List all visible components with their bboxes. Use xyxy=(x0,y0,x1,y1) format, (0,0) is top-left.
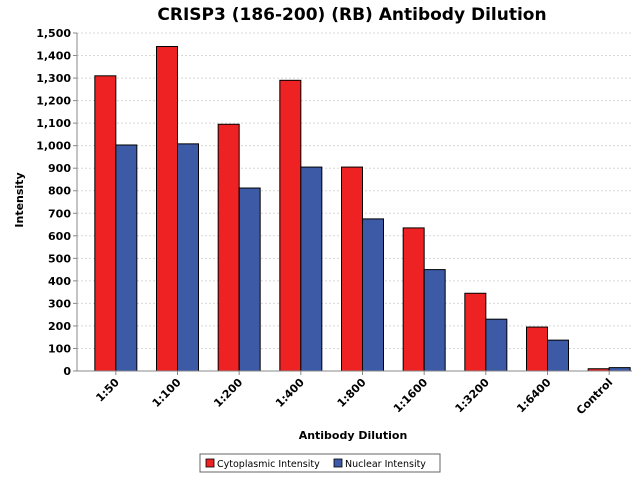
bar-nuclear-3 xyxy=(300,166,323,372)
x-tick-label: 1:6400 xyxy=(514,376,554,416)
y-tick-label: 900 xyxy=(48,162,71,175)
y-tick-label: 1,200 xyxy=(36,95,71,108)
x-tick-label: 1:1600 xyxy=(391,376,431,416)
y-tick-label: 600 xyxy=(48,230,71,243)
x-tick-label: Control xyxy=(574,376,615,417)
y-tick-label: 400 xyxy=(48,275,71,288)
y-axis-label: Intensity xyxy=(13,172,26,227)
legend-label-nuclear: Nuclear Intensity xyxy=(345,459,426,470)
x-tick-label: 1:3200 xyxy=(453,376,493,416)
bar-nuclear-4 xyxy=(362,218,384,372)
bar-nuclear-6 xyxy=(485,318,508,372)
x-tick-label: 1:100 xyxy=(150,376,184,410)
bar-cytoplasmic-7 xyxy=(526,326,548,372)
bar-nuclear-2 xyxy=(238,187,261,372)
chart-title: CRISP3 (186-200) (RB) Antibody Dilution xyxy=(157,5,546,25)
bar-cytoplasmic-3 xyxy=(279,79,302,372)
x-tick-label: 1:50 xyxy=(93,376,122,405)
bar-cytoplasmic-0 xyxy=(94,75,117,372)
y-tick-label: 1,100 xyxy=(36,117,71,130)
bar-nuclear-1 xyxy=(177,143,199,372)
y-tick-label: 1,500 xyxy=(36,27,71,40)
y-tick-label: 800 xyxy=(48,185,71,198)
y-tick-label: 0 xyxy=(63,365,71,378)
y-tick-labels: 0 100 200 300 400 500 600 700 800 900 1,000 1,100 1,… xyxy=(36,27,71,378)
bar-nuclear-0 xyxy=(115,144,138,372)
legend: Cytoplasmic Intensity Nuclear Intensity xyxy=(199,453,441,473)
y-tick-label: 100 xyxy=(48,342,71,355)
y-tick-label: 1,300 xyxy=(36,72,71,85)
bar-cytoplasmic-1 xyxy=(156,46,178,372)
x-tick-labels: 1:50 1:100 1:200 1:400 1:800 1:1600 1:3200 1:64… xyxy=(93,376,615,418)
bar-cytoplasmic-4 xyxy=(341,166,363,372)
bar-cytoplasmic-5 xyxy=(402,227,425,372)
bar-cytoplasmic-2 xyxy=(217,123,240,372)
y-tick-label: 300 xyxy=(48,297,71,310)
x-tick-label: 1:400 xyxy=(273,376,307,410)
bar-nuclear-8 xyxy=(608,367,631,372)
y-tick-label: 700 xyxy=(48,207,71,220)
y-tick-label: 200 xyxy=(48,320,71,333)
bar-nuclear-7 xyxy=(547,339,569,372)
bar-nuclear-5 xyxy=(423,269,446,372)
bar-cytoplasmic-6 xyxy=(464,292,487,372)
axes xyxy=(73,32,632,375)
y-tick-label: 1,000 xyxy=(36,140,71,153)
y-tick-label: 500 xyxy=(48,252,71,265)
y-tick-label: 1,400 xyxy=(36,50,71,63)
legend-label-cytoplasmic: Cytoplasmic Intensity xyxy=(217,459,320,470)
x-tick-label: 1:200 xyxy=(211,376,245,410)
legend-swatch-cytoplasmic xyxy=(205,458,215,468)
x-axis-label: Antibody Dilution xyxy=(299,429,408,442)
legend-swatch-nuclear xyxy=(333,458,343,468)
legend-box xyxy=(199,453,441,473)
bars xyxy=(94,46,631,372)
x-tick-label: 1:800 xyxy=(335,376,369,410)
